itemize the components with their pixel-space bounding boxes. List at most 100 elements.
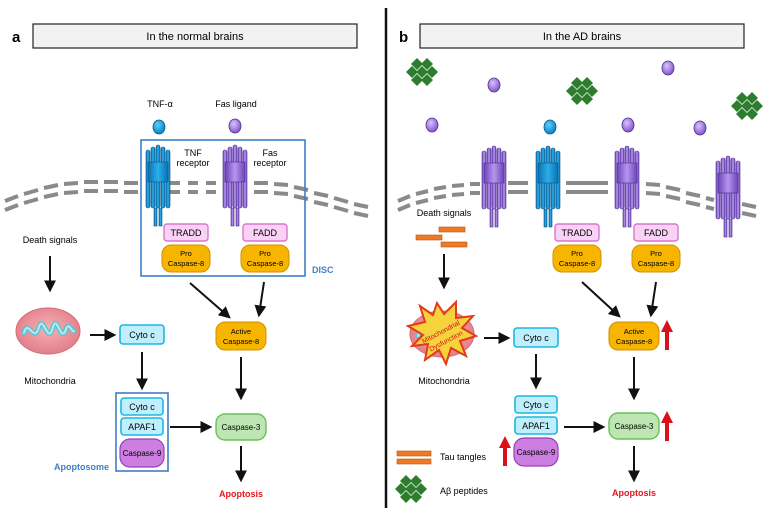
active-caspase8-label-1: Active: [231, 327, 251, 336]
legend-tau-icon: [396, 450, 432, 465]
cyto-c-label-b: Cyto c: [523, 333, 549, 343]
active-caspase8-box: [215, 321, 267, 351]
cell-membrane: [4, 180, 369, 218]
panel-a-title: In the normal brains: [146, 31, 244, 43]
active-caspase8-label-2: Caspase-8: [223, 337, 259, 346]
apoptosis-label: Apoptosis: [219, 489, 263, 499]
tnf-receptor-label-2: receptor: [176, 158, 209, 168]
fas-receptor-label-1: Fas: [262, 148, 278, 158]
panel-a-title-box: [32, 23, 358, 49]
abeta-cluster-1: [406, 58, 438, 86]
apaf1-box-b: [514, 416, 558, 435]
fas-receptor-b1: [481, 145, 507, 228]
apoptosome-cyto-c-label-b: Cyto c: [523, 400, 549, 410]
pro-caspase8-fas-label-2: Caspase-8: [247, 259, 283, 268]
fadd-label: FADD: [253, 228, 278, 238]
legend: Tau tangles Aβ peptides: [395, 450, 488, 503]
death-signals-label: Death signals: [23, 235, 78, 245]
cyto-c-label: Cyto c: [129, 330, 155, 340]
panel-b-title: In the AD brains: [543, 31, 622, 43]
apoptosome-box: [115, 392, 169, 472]
legend-abeta-label: Aβ peptides: [440, 486, 488, 496]
fadd-box: [242, 223, 288, 242]
mitochondria-icon: [16, 308, 80, 354]
mitochondria-label: Mitochondria: [24, 376, 76, 386]
tnf-alpha-ligand: [152, 119, 166, 135]
tradd-box: [163, 223, 209, 242]
arrow-pro-tnf-to-active: [189, 282, 231, 319]
tau-tangles-cluster: [415, 226, 468, 248]
fas-receptor-label-2: receptor: [253, 158, 286, 168]
fadd-label-b: FADD: [644, 228, 669, 238]
caspase3-label-b: Caspase-3: [615, 422, 654, 431]
arrow-pro-tnf-to-active-b: [581, 281, 621, 318]
panel-b: b In the AD brains TRADD FADD Pro: [395, 23, 763, 503]
fas-receptor-b3: [715, 155, 741, 238]
cyto-c-box: [119, 324, 165, 345]
up-arrow-active-caspase8: [661, 320, 673, 350]
cyto-c-box-b: [513, 327, 559, 348]
pro-caspase8-tnf-b: [552, 244, 602, 273]
tradd-label: TRADD: [171, 228, 202, 238]
pro-caspase8-tnf-b-label-2: Caspase-8: [559, 259, 595, 268]
apoptosome-cyto-c-box-b: [514, 395, 558, 414]
apaf1-label: APAF1: [128, 422, 156, 432]
tradd-box-b: [554, 223, 600, 242]
apoptosis-label-b: Apoptosis: [612, 488, 656, 498]
pro-caspase8-tnf-label-2: Caspase-8: [168, 259, 204, 268]
tnf-receptor-label-1: TNF: [184, 148, 202, 158]
disc-box: [140, 139, 306, 277]
active-caspase8-box-b: [608, 321, 660, 351]
tnf-alpha-label: TNF-α: [147, 99, 173, 109]
apaf1-label-b: APAF1: [522, 421, 550, 431]
panel-a: a In the normal brains DISC TNF-α Fas li…: [4, 23, 369, 499]
abeta-cluster-3: [731, 92, 763, 120]
caspase9-label: Caspase-9: [123, 449, 162, 458]
pro-caspase8-fas-b: [631, 244, 681, 273]
pro-caspase8-fas: [240, 244, 290, 273]
pro-caspase8-fas-b-label-2: Caspase-8: [638, 259, 674, 268]
panel-a-letter: a: [12, 29, 21, 46]
caspase9-label-b: Caspase-9: [517, 448, 556, 457]
arrow-pro-fas-to-active: [254, 281, 267, 318]
up-arrow-caspase3: [661, 411, 673, 441]
pro-caspase8-tnf-label-1: Pro: [180, 249, 192, 258]
arrow-pro-fas-to-active-b: [646, 281, 659, 318]
caspase3-label: Caspase-3: [222, 423, 261, 432]
apoptosome-cyto-c-box: [120, 397, 164, 416]
tradd-label-b: TRADD: [562, 228, 593, 238]
fas-ligand-b4: [621, 117, 635, 133]
legend-abeta-icon: [395, 475, 427, 503]
cell-membrane-b: [397, 181, 757, 218]
fas-ligand: [228, 118, 242, 134]
panel-b-title-box: [419, 23, 745, 49]
pro-caspase8-tnf: [161, 244, 211, 273]
mitochondria-label-b: Mitochondria: [418, 376, 470, 386]
apoptosome-label: Apoptosome: [54, 462, 109, 472]
abeta-cluster-2: [566, 77, 598, 105]
fas-ligand-label: Fas ligand: [215, 99, 257, 109]
tnf-receptor: [145, 144, 171, 227]
tnf-receptor-b: [535, 145, 561, 228]
active-caspase8-b-label-1: Active: [624, 327, 644, 336]
caspase3-box-b: [608, 412, 660, 440]
fas-ligand-b5: [693, 120, 707, 136]
mito-dysfunction-burst: [405, 299, 479, 367]
tnf-alpha-ligand-b: [543, 119, 557, 135]
caspase3-box: [215, 413, 267, 441]
fas-ligand-b2: [661, 60, 675, 76]
pro-caspase8-fas-b-label-1: Pro: [650, 249, 662, 258]
disc-label: DISC: [312, 265, 334, 275]
caspase9-box-b: [513, 437, 559, 467]
pro-caspase8-fas-label-1: Pro: [259, 249, 271, 258]
apoptosome-cyto-c-label: Cyto c: [129, 402, 155, 412]
caspase9-box: [119, 438, 165, 468]
fas-ligand-b3: [425, 117, 439, 133]
fadd-box-b: [633, 223, 679, 242]
active-caspase8-b-label-2: Caspase-8: [616, 337, 652, 346]
fas-ligand-b1: [487, 77, 501, 93]
apaf1-box: [120, 417, 164, 436]
pro-caspase8-tnf-b-label-1: Pro: [571, 249, 583, 258]
panel-b-letter: b: [399, 29, 408, 46]
